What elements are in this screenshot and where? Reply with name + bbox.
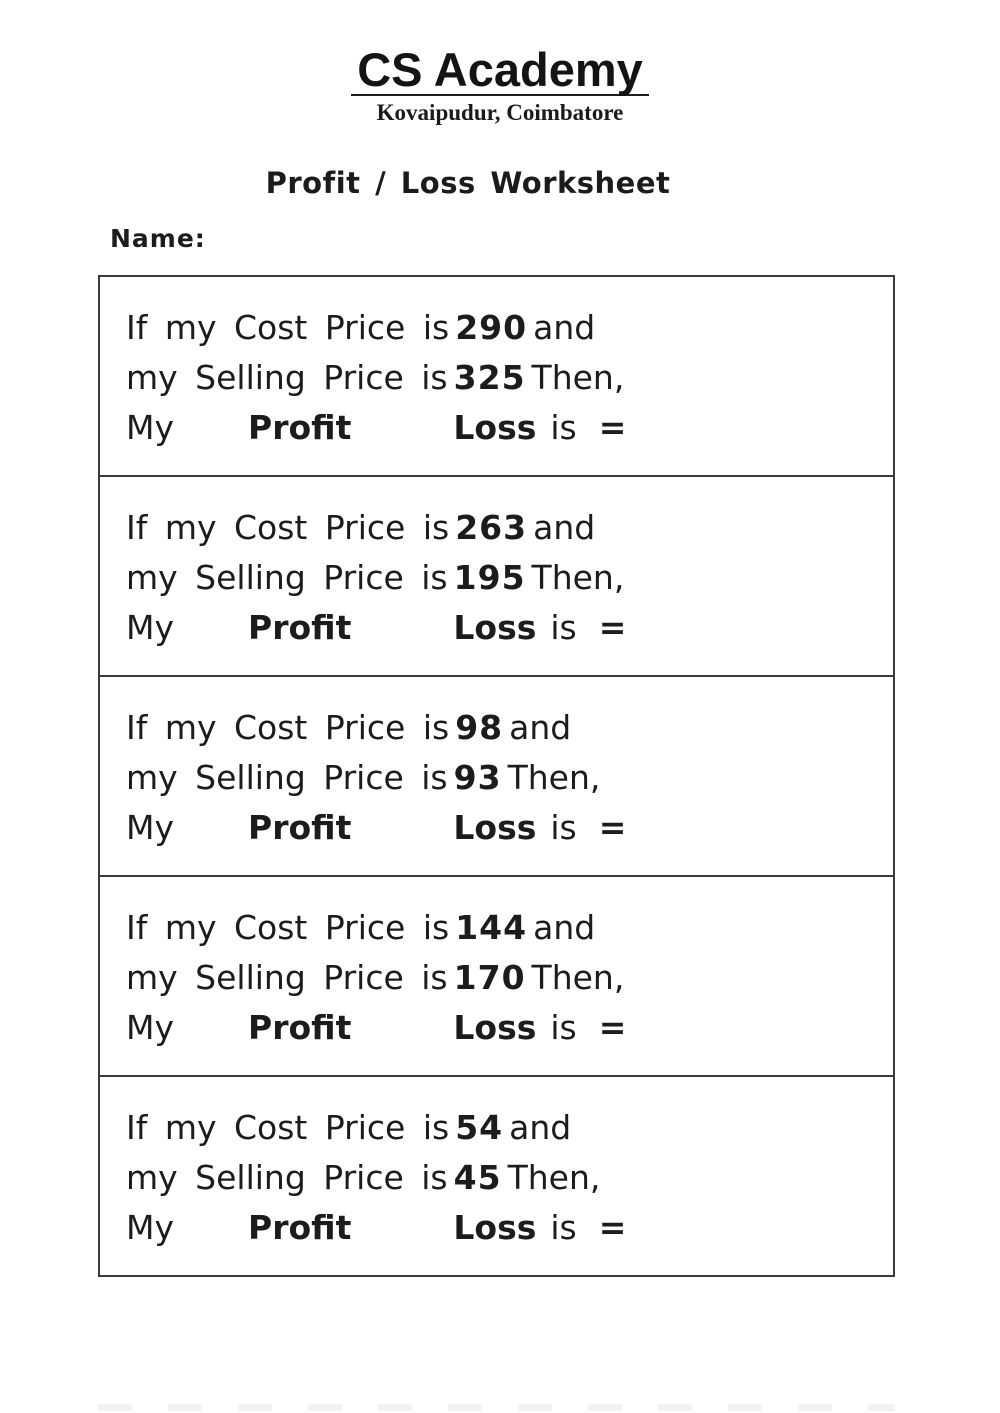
equals-sign: = bbox=[598, 1008, 627, 1047]
problem-line-cost: If my Cost Price is 98 and bbox=[126, 703, 883, 753]
academy-logo: CS Academy bbox=[351, 46, 649, 96]
line2-prefix: my Selling Price is bbox=[126, 958, 448, 997]
problem-line-answer: My Profit Loss is = bbox=[126, 603, 883, 653]
loss-option[interactable]: Loss bbox=[453, 608, 537, 647]
line2-prefix: my Selling Price is bbox=[126, 1158, 448, 1197]
line1-suffix: and bbox=[509, 708, 572, 747]
line2-prefix: my Selling Price is bbox=[126, 758, 448, 797]
equals-sign: = bbox=[598, 408, 627, 447]
header: CS Academy Kovaipudur, Coimbatore bbox=[0, 46, 1000, 126]
cost-price-value: 290 bbox=[455, 308, 528, 347]
line1-suffix: and bbox=[509, 1108, 572, 1147]
equals-sign: = bbox=[598, 808, 627, 847]
name-label: Name: bbox=[110, 224, 206, 253]
line1-suffix: and bbox=[533, 308, 596, 347]
line1-prefix: If my Cost Price is bbox=[126, 908, 450, 947]
profit-option[interactable]: Profit bbox=[248, 408, 352, 447]
is-label: is bbox=[550, 808, 577, 847]
problem-list: If my Cost Price is 290 and my Selling Pri… bbox=[98, 275, 895, 1277]
problem-line-cost: If my Cost Price is 263 and bbox=[126, 503, 883, 553]
next-page-cutoff-artifact bbox=[98, 1404, 895, 1411]
line2-suffix: Then, bbox=[507, 1158, 601, 1197]
line2-suffix: Then, bbox=[531, 558, 625, 597]
selling-price-value: 325 bbox=[453, 358, 526, 397]
my-label: My bbox=[126, 1208, 175, 1247]
loss-option[interactable]: Loss bbox=[453, 1208, 537, 1247]
page-title: Profit / Loss Worksheet bbox=[265, 166, 671, 200]
my-label: My bbox=[126, 808, 175, 847]
problem-box-5: If my Cost Price is 54 and my Selling Pric… bbox=[98, 1075, 895, 1277]
equals-sign: = bbox=[598, 1208, 627, 1247]
answer-input-area[interactable] bbox=[626, 619, 806, 653]
problem-line-selling: my Selling Price is 170 Then, bbox=[126, 953, 883, 1003]
profit-option[interactable]: Profit bbox=[248, 608, 352, 647]
is-label: is bbox=[550, 608, 577, 647]
problem-line-answer: My Profit Loss is = bbox=[126, 403, 883, 453]
cost-price-value: 54 bbox=[455, 1108, 504, 1147]
line1-suffix: and bbox=[533, 508, 596, 547]
problem-line-selling: my Selling Price is 195 Then, bbox=[126, 553, 883, 603]
profit-option[interactable]: Profit bbox=[248, 1008, 352, 1047]
line1-prefix: If my Cost Price is bbox=[126, 708, 450, 747]
selling-price-value: 93 bbox=[453, 758, 502, 797]
academy-location: Kovaipudur, Coimbatore bbox=[376, 100, 624, 125]
problem-box-2: If my Cost Price is 263 and my Selling Pri… bbox=[98, 475, 895, 677]
my-label: My bbox=[126, 408, 175, 447]
line2-suffix: Then, bbox=[531, 958, 625, 997]
problem-box-1: If my Cost Price is 290 and my Selling Pri… bbox=[98, 275, 895, 477]
answer-input-area[interactable] bbox=[626, 1219, 806, 1253]
line2-suffix: Then, bbox=[531, 358, 625, 397]
problem-line-answer: My Profit Loss is = bbox=[126, 1203, 883, 1253]
loss-option[interactable]: Loss bbox=[453, 1008, 537, 1047]
selling-price-value: 45 bbox=[453, 1158, 502, 1197]
problem-line-selling: my Selling Price is 93 Then, bbox=[126, 753, 883, 803]
cost-price-value: 144 bbox=[455, 908, 528, 947]
line1-prefix: If my Cost Price is bbox=[126, 1108, 450, 1147]
problem-box-4: If my Cost Price is 144 and my Selling Pri… bbox=[98, 875, 895, 1077]
line1-prefix: If my Cost Price is bbox=[126, 508, 450, 547]
name-input-area[interactable] bbox=[206, 225, 526, 253]
problem-line-answer: My Profit Loss is = bbox=[126, 803, 883, 853]
problem-line-cost: If my Cost Price is 54 and bbox=[126, 1103, 883, 1153]
name-row: Name: bbox=[110, 224, 526, 253]
is-label: is bbox=[550, 1208, 577, 1247]
problem-line-answer: My Profit Loss is = bbox=[126, 1003, 883, 1053]
line2-prefix: my Selling Price is bbox=[126, 558, 448, 597]
my-label: My bbox=[126, 608, 175, 647]
answer-input-area[interactable] bbox=[626, 1019, 806, 1053]
answer-input-area[interactable] bbox=[626, 419, 806, 453]
is-label: is bbox=[550, 408, 577, 447]
problem-line-selling: my Selling Price is 45 Then, bbox=[126, 1153, 883, 1203]
loss-option[interactable]: Loss bbox=[453, 808, 537, 847]
my-label: My bbox=[126, 1008, 175, 1047]
problem-line-selling: my Selling Price is 325 Then, bbox=[126, 353, 883, 403]
cost-price-value: 263 bbox=[455, 508, 528, 547]
problem-box-3: If my Cost Price is 98 and my Selling Pric… bbox=[98, 675, 895, 877]
line2-suffix: Then, bbox=[507, 758, 601, 797]
line1-suffix: and bbox=[533, 908, 596, 947]
is-label: is bbox=[550, 1008, 577, 1047]
profit-option[interactable]: Profit bbox=[248, 808, 352, 847]
equals-sign: = bbox=[598, 608, 627, 647]
line1-prefix: If my Cost Price is bbox=[126, 308, 450, 347]
problem-line-cost: If my Cost Price is 144 and bbox=[126, 903, 883, 953]
selling-price-value: 170 bbox=[453, 958, 526, 997]
loss-option[interactable]: Loss bbox=[453, 408, 537, 447]
problem-line-cost: If my Cost Price is 290 and bbox=[126, 303, 883, 353]
title-row: Profit / Loss Worksheet bbox=[0, 166, 1000, 200]
profit-option[interactable]: Profit bbox=[248, 1208, 352, 1247]
answer-input-area[interactable] bbox=[626, 819, 806, 853]
cost-price-value: 98 bbox=[455, 708, 504, 747]
line2-prefix: my Selling Price is bbox=[126, 358, 448, 397]
selling-price-value: 195 bbox=[453, 558, 526, 597]
